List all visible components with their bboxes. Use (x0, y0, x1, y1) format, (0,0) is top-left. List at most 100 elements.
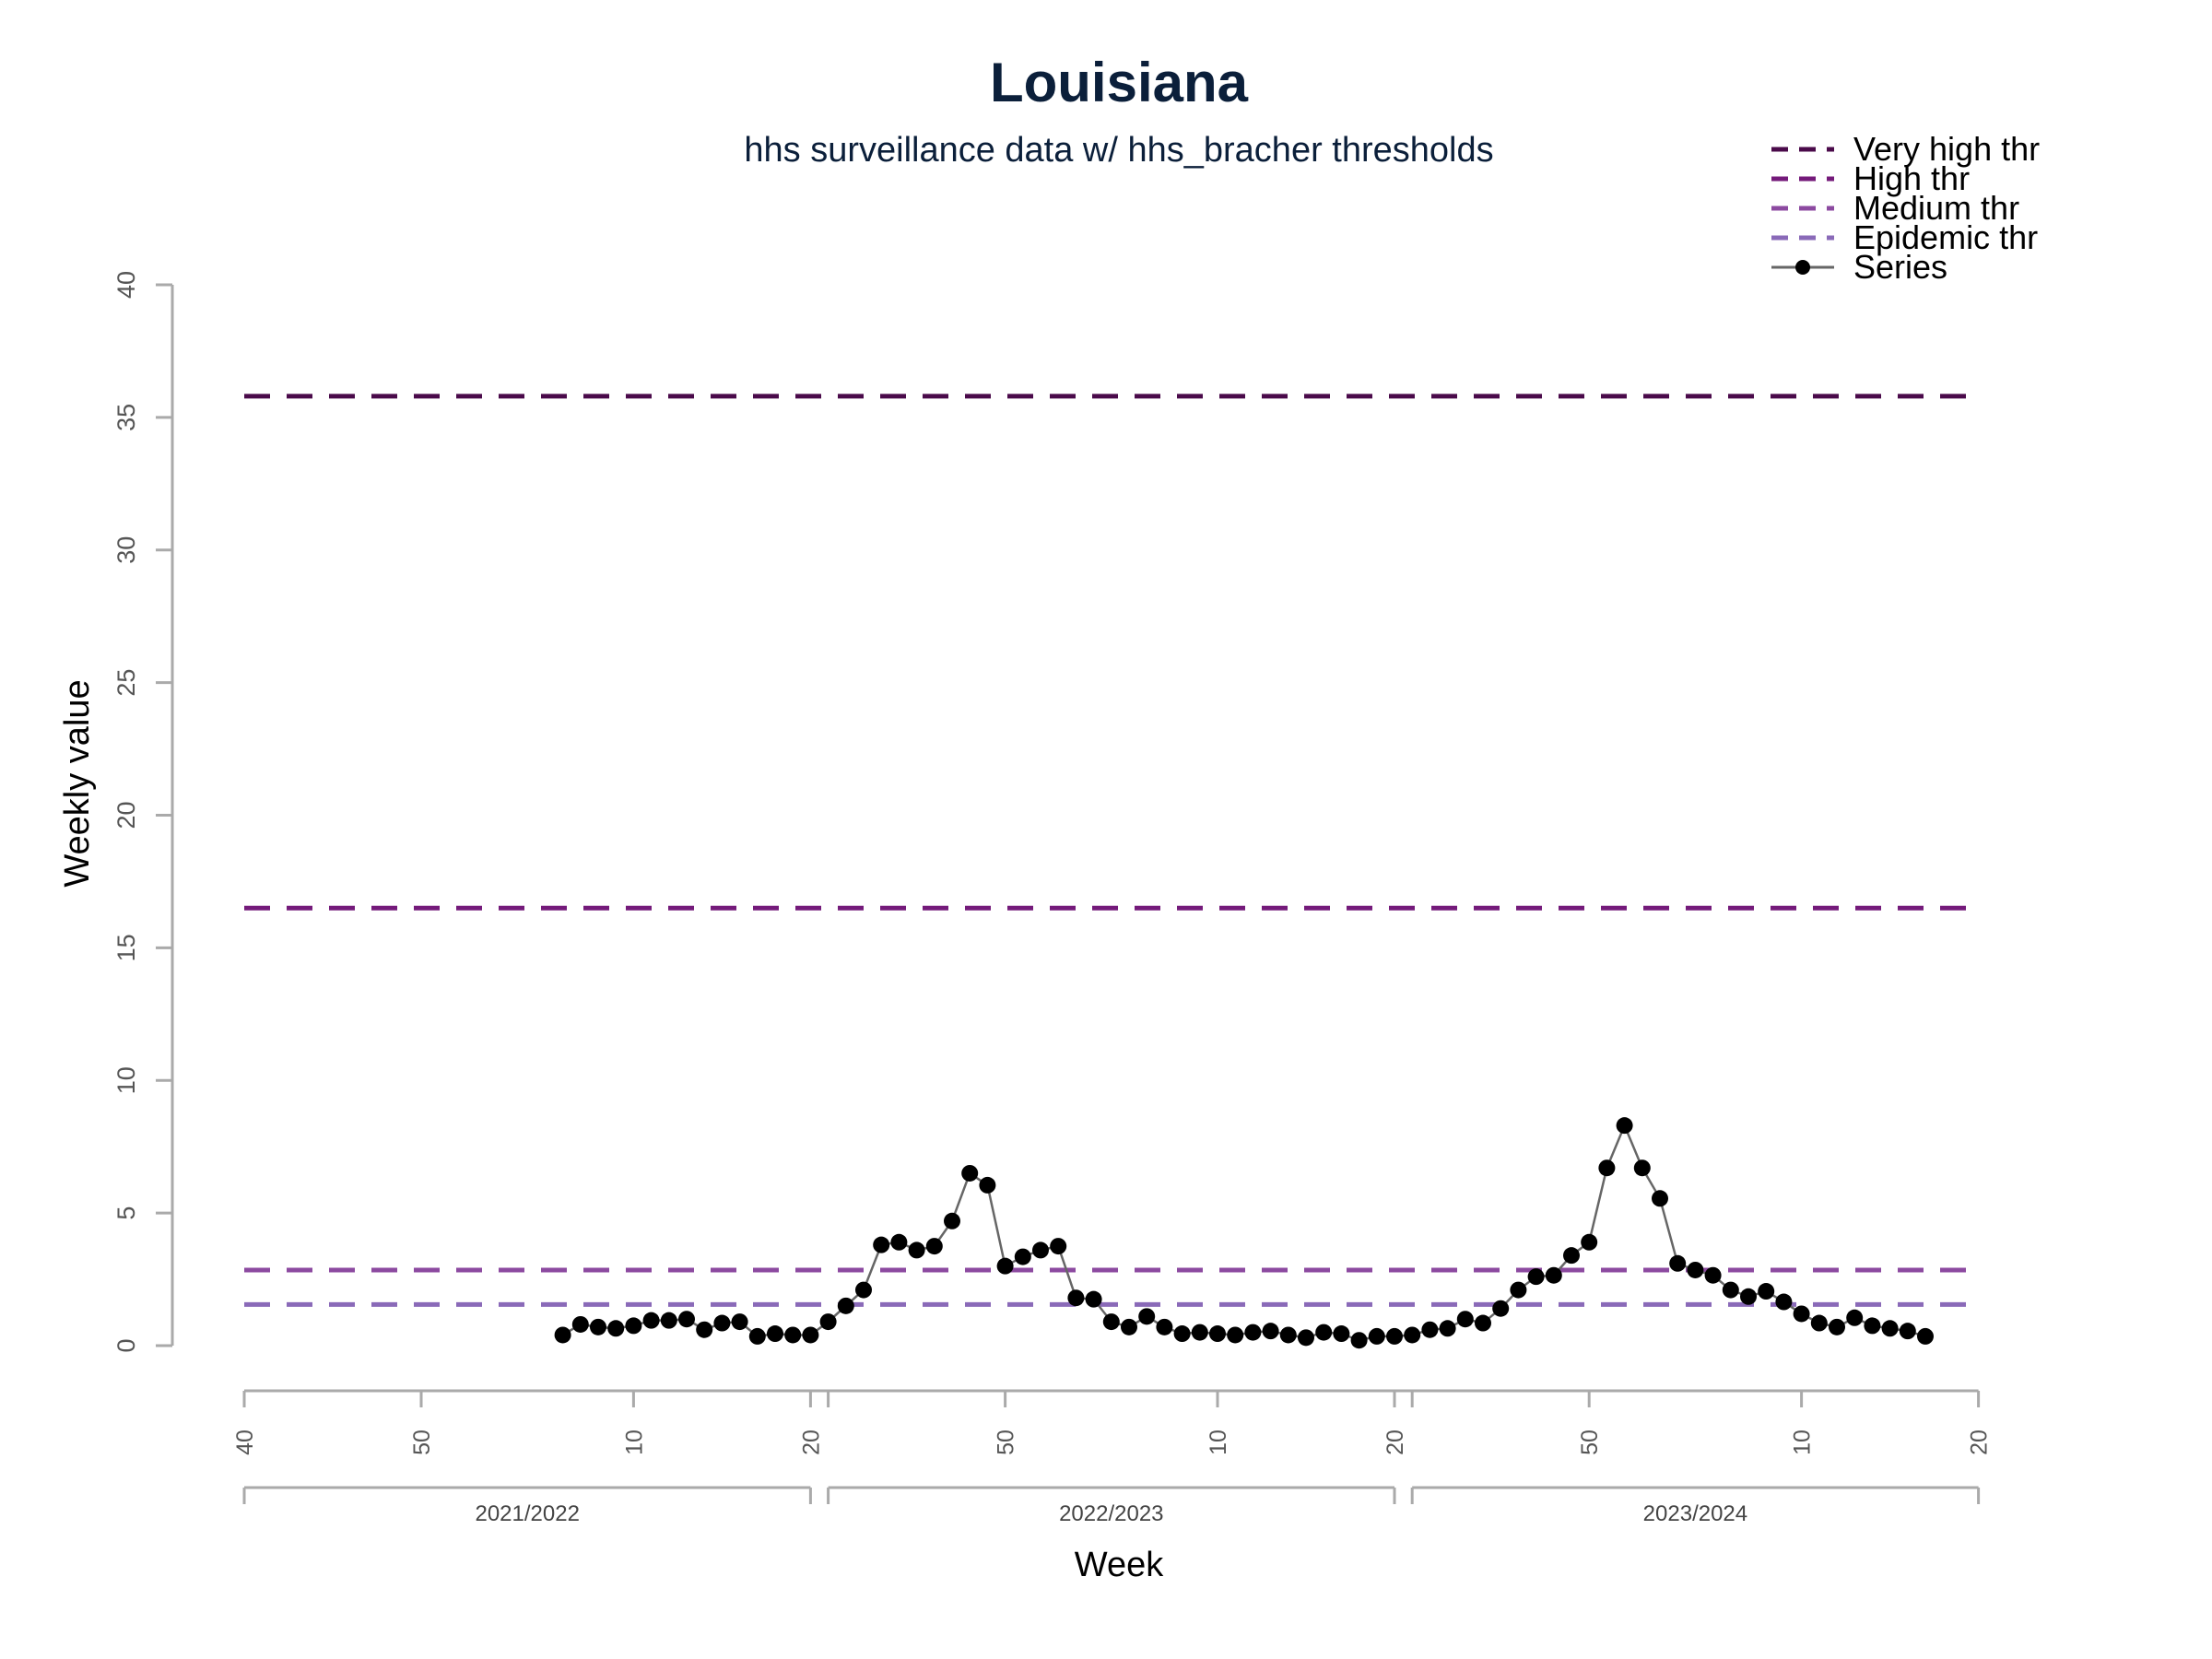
series-point (1386, 1327, 1403, 1345)
legend-series-marker (1795, 260, 1810, 275)
series-point (1492, 1300, 1510, 1317)
series-point (1881, 1320, 1899, 1337)
y-tick-label: 25 (112, 669, 140, 697)
series-point (1545, 1266, 1562, 1284)
series-point (590, 1318, 606, 1335)
series-point (784, 1326, 802, 1344)
series-point (890, 1233, 908, 1251)
series-point (1846, 1309, 1864, 1326)
chart-title: Louisiana (990, 52, 1249, 113)
series-point (1156, 1318, 1173, 1335)
series-point (642, 1312, 660, 1329)
legend-entry: Very high thr (1853, 130, 2040, 168)
series-point (925, 1238, 943, 1255)
series-point (1244, 1324, 1262, 1341)
threshold-lines (244, 394, 1979, 1307)
series-point (1669, 1254, 1687, 1272)
series-point (1209, 1325, 1226, 1343)
y-axis: 0 5 10 15 20 25 30 35 40 (112, 271, 174, 1353)
series-point (1439, 1320, 1456, 1337)
series-point (1421, 1321, 1439, 1338)
series-point (1102, 1313, 1120, 1331)
series-point (1262, 1323, 1279, 1340)
x-tick-label: 20 (798, 1430, 824, 1455)
season-label: 2021/2022 (475, 1501, 579, 1526)
series-point (696, 1321, 713, 1338)
series-point (1227, 1326, 1244, 1344)
series-point (1722, 1281, 1739, 1299)
x-tick-label: 10 (621, 1430, 647, 1455)
y-tick-label: 0 (112, 1338, 140, 1352)
series-point (1085, 1290, 1102, 1308)
series-point (1616, 1117, 1633, 1135)
y-tick-label: 35 (112, 404, 140, 431)
series-point (731, 1313, 748, 1331)
series-point (767, 1325, 783, 1343)
y-tick-label: 10 (112, 1066, 140, 1094)
series-point (1598, 1159, 1616, 1177)
series-point (1121, 1318, 1137, 1335)
series-point (571, 1315, 589, 1333)
series-point (713, 1314, 731, 1332)
series-point (1563, 1247, 1580, 1265)
series-point (1687, 1261, 1704, 1278)
series-point (1633, 1159, 1651, 1177)
series-point (1475, 1314, 1491, 1332)
series-point (1368, 1327, 1385, 1345)
series-point (1864, 1317, 1881, 1335)
series-point (802, 1326, 819, 1344)
series-point (678, 1311, 695, 1328)
series-point (1191, 1324, 1208, 1341)
series-point (554, 1326, 571, 1344)
x-axis-label: Week (1075, 1546, 1164, 1584)
legend-entry: Epidemic thr (1853, 218, 2038, 256)
series-point (979, 1176, 996, 1194)
series-point (660, 1312, 677, 1329)
x-tick-label: 50 (1577, 1430, 1603, 1455)
series-point (1510, 1281, 1527, 1299)
series-point (1775, 1293, 1793, 1311)
y-tick-label: 15 (112, 934, 140, 961)
x-axis: 40 50 10 20 50 10 20 50 10 20 2021/2022 2022/2023 20… (232, 1389, 1993, 1526)
series-point (1899, 1323, 1916, 1340)
series-point (1456, 1311, 1474, 1328)
series-point (1793, 1305, 1810, 1323)
series-point (1350, 1332, 1368, 1349)
x-tick-label: 40 (232, 1430, 258, 1455)
series-line (561, 1122, 1926, 1342)
y-tick-label: 20 (112, 801, 140, 829)
series-point (1404, 1326, 1421, 1344)
series-point (607, 1320, 625, 1337)
series-point (1067, 1289, 1085, 1307)
series-point (1333, 1325, 1350, 1343)
season-label: 2023/2024 (1643, 1501, 1747, 1526)
series-point (837, 1297, 854, 1314)
series-point (1032, 1241, 1049, 1259)
chart-subtitle: hhs surveillance data w/ hhs_bracher thr… (744, 131, 1493, 170)
y-tick-label: 30 (112, 536, 140, 564)
series-point (1917, 1327, 1934, 1345)
series-point (1652, 1190, 1668, 1207)
series-point (1014, 1248, 1031, 1265)
series-point (855, 1281, 872, 1299)
y-tick-label: 5 (112, 1206, 140, 1220)
series-point (748, 1327, 766, 1345)
series-point (1829, 1318, 1845, 1335)
series-point (1704, 1266, 1722, 1284)
x-tick-label: 50 (994, 1430, 1019, 1455)
series-point (819, 1313, 837, 1331)
series-point (1810, 1314, 1828, 1332)
y-tick-label: 40 (112, 271, 140, 299)
legend-entry: Series (1853, 248, 1947, 286)
x-tick-label: 20 (1382, 1430, 1408, 1455)
x-tick-label: 50 (409, 1430, 435, 1455)
series-point (961, 1164, 979, 1182)
y-axis-label: Weekly value (58, 679, 97, 887)
series-point (1758, 1283, 1775, 1300)
series-point (1740, 1288, 1757, 1305)
legend-entry: High thr (1853, 159, 1970, 197)
series-point (1581, 1233, 1598, 1251)
x-tick-label: 10 (1206, 1430, 1231, 1455)
